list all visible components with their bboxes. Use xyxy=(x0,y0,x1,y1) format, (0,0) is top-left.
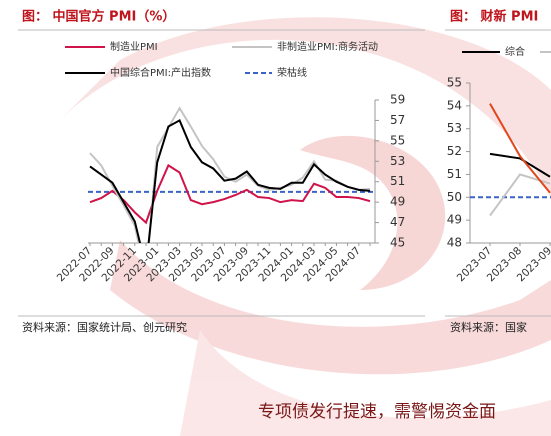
series-line xyxy=(489,103,551,194)
legend-label: 综合 xyxy=(505,45,525,58)
y-tick-label: 57 xyxy=(390,113,405,127)
source: 资料来源：国家统计局、创元研究 xyxy=(22,320,187,334)
y-tick-label: 47 xyxy=(390,215,405,229)
y-tick-label: 45 xyxy=(390,236,405,250)
y-tick-label: 53 xyxy=(447,121,462,135)
legend-label: 中国综合PMI:产出指数 xyxy=(110,66,211,79)
plot xyxy=(88,106,375,243)
y-tick-label: 52 xyxy=(447,144,462,158)
watermark xyxy=(60,17,551,436)
plot xyxy=(470,103,551,217)
source: 资料来源：国家 xyxy=(450,320,527,334)
y-tick-label: 55 xyxy=(390,133,405,147)
y-tick-label: 49 xyxy=(390,195,405,209)
y-tick-label: 49 xyxy=(447,213,462,227)
y-tick-label: 55 xyxy=(447,76,462,90)
y-tick-label: 50 xyxy=(447,190,462,204)
legend-label: 荣枯线 xyxy=(277,66,307,79)
y-tick-label: 51 xyxy=(390,174,405,188)
legend-label: 非制造业PMI:商务活动 xyxy=(277,40,378,53)
series-line xyxy=(489,152,551,178)
series-line xyxy=(89,163,371,225)
y-tick-label: 51 xyxy=(447,167,462,181)
y-tick-label: 48 xyxy=(447,236,462,250)
chart-title: 图： 财新 PMI xyxy=(450,9,538,25)
chart-title: 图： 中国官方 PMI（%） xyxy=(22,9,175,25)
y-tick-label: 53 xyxy=(390,154,405,168)
y-tick-label: 54 xyxy=(447,98,462,112)
legend-label: 制造业PMI xyxy=(110,40,158,53)
series-line xyxy=(89,119,371,243)
heading: 专项债发行提速，需警惕资金面 xyxy=(258,402,496,422)
y-tick-label: 59 xyxy=(390,93,405,107)
